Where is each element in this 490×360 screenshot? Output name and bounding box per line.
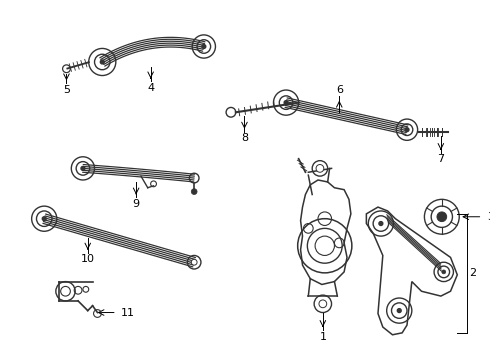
Circle shape (316, 165, 324, 172)
Circle shape (101, 60, 104, 63)
Circle shape (442, 270, 446, 274)
Circle shape (43, 217, 46, 220)
Text: 5: 5 (63, 85, 70, 95)
Circle shape (406, 128, 409, 131)
Text: 9: 9 (133, 199, 140, 209)
Circle shape (319, 300, 327, 308)
Text: 2: 2 (469, 268, 476, 278)
Circle shape (379, 222, 382, 225)
Text: 4: 4 (147, 83, 154, 93)
Text: 1: 1 (319, 332, 326, 342)
Circle shape (285, 101, 288, 104)
Circle shape (202, 45, 205, 48)
Text: 11: 11 (121, 307, 134, 318)
Circle shape (191, 189, 197, 194)
Circle shape (437, 212, 447, 222)
Text: 8: 8 (241, 134, 248, 143)
Text: 6: 6 (336, 85, 343, 95)
Text: 3: 3 (487, 212, 490, 222)
Circle shape (81, 167, 84, 170)
Text: 10: 10 (81, 254, 95, 264)
Circle shape (398, 309, 401, 312)
Text: 7: 7 (437, 154, 444, 164)
Circle shape (191, 259, 197, 265)
